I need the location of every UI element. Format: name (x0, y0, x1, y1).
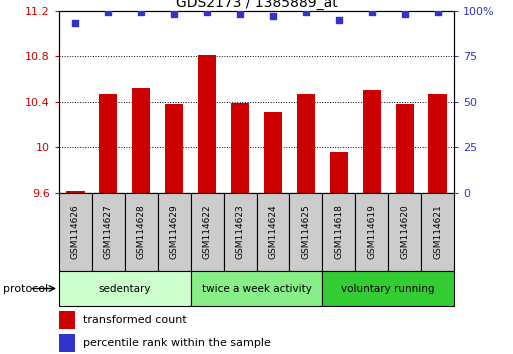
Bar (231, 103, 249, 193)
Bar (92, 193, 125, 271)
Text: GSM114622: GSM114622 (203, 205, 212, 259)
Text: GSM114618: GSM114618 (334, 204, 343, 259)
Point (401, 11, 409, 17)
Text: voluntary running: voluntary running (342, 284, 435, 293)
Text: GSM114625: GSM114625 (301, 205, 310, 259)
Bar (198, 55, 216, 193)
Bar (66, 191, 85, 193)
Bar (224, 193, 256, 271)
Point (137, 10, 145, 15)
Text: GSM114624: GSM114624 (268, 205, 278, 259)
Point (170, 11, 179, 17)
Point (71, 21, 80, 26)
Point (368, 10, 376, 15)
Point (203, 10, 211, 15)
Bar (59, 193, 92, 271)
Bar (322, 193, 355, 271)
Bar (264, 112, 282, 193)
Bar (59, 271, 191, 306)
Bar (100, 94, 117, 193)
Text: protocol: protocol (3, 284, 48, 293)
Text: GSM114623: GSM114623 (235, 205, 245, 259)
Bar (256, 193, 289, 271)
Bar (59, 334, 75, 352)
Bar (363, 90, 381, 193)
Point (302, 10, 310, 15)
Point (433, 10, 442, 15)
Bar (289, 193, 322, 271)
Text: twice a week activity: twice a week activity (202, 284, 311, 293)
Bar (355, 193, 388, 271)
Bar (132, 88, 150, 193)
Bar (191, 271, 322, 306)
Bar (322, 271, 454, 306)
Text: GSM114627: GSM114627 (104, 205, 113, 259)
Bar (158, 193, 191, 271)
Bar (421, 193, 454, 271)
Bar (388, 193, 421, 271)
Point (269, 13, 277, 19)
Bar (59, 311, 75, 329)
Bar (191, 193, 224, 271)
Text: GSM114619: GSM114619 (367, 204, 376, 259)
Bar (330, 152, 348, 193)
Title: GDS2173 / 1385889_at: GDS2173 / 1385889_at (175, 0, 338, 10)
Text: sedentary: sedentary (98, 284, 151, 293)
Bar (396, 104, 413, 193)
Bar (125, 193, 158, 271)
Point (104, 10, 112, 15)
Text: GSM114620: GSM114620 (400, 205, 409, 259)
Bar (428, 94, 447, 193)
Text: GSM114628: GSM114628 (137, 205, 146, 259)
Point (236, 11, 244, 17)
Text: GSM114621: GSM114621 (433, 205, 442, 259)
Point (334, 17, 343, 23)
Text: GSM114629: GSM114629 (170, 205, 179, 259)
Text: GSM114626: GSM114626 (71, 205, 80, 259)
Text: transformed count: transformed count (83, 315, 186, 325)
Text: percentile rank within the sample: percentile rank within the sample (83, 338, 270, 348)
Bar (165, 104, 183, 193)
Bar (297, 94, 315, 193)
